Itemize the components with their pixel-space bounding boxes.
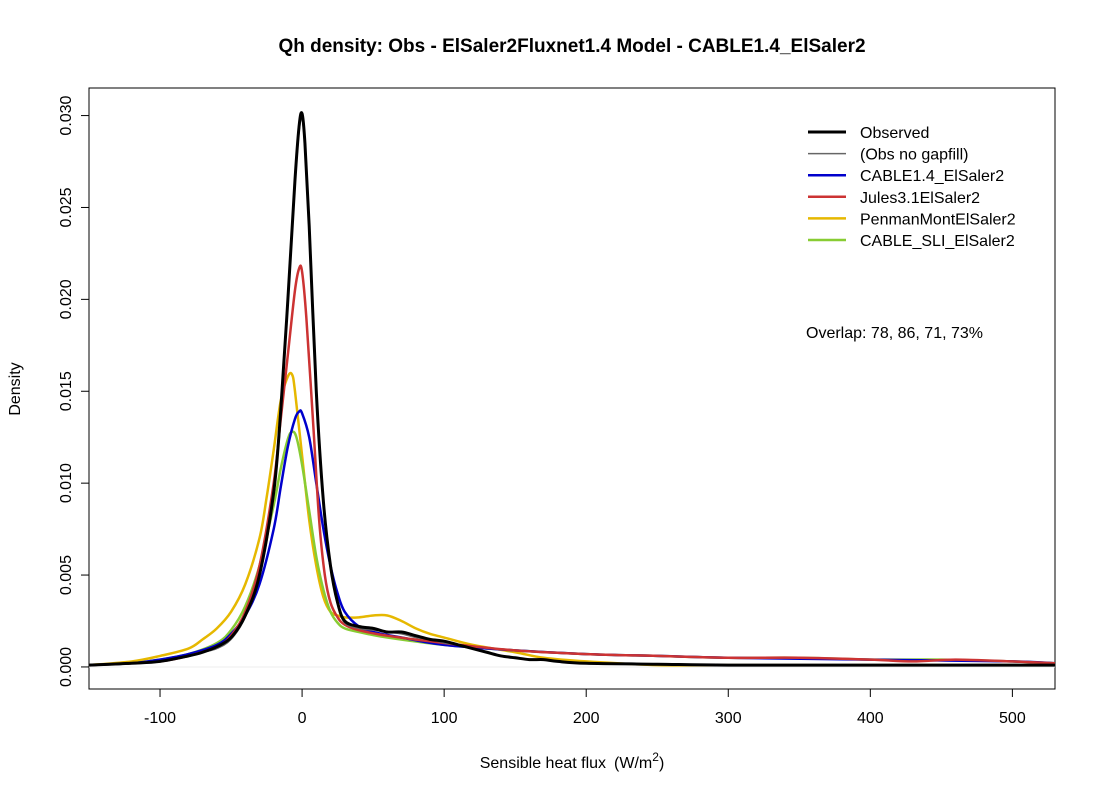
y-tick-label: 0.010 <box>58 463 75 503</box>
legend-label: Jules3.1ElSaler2 <box>860 190 980 207</box>
x-axis-title-main: Sensible heat flux <box>480 755 606 772</box>
x-tick-label: 100 <box>431 710 458 727</box>
x-tick-label: 200 <box>573 710 600 727</box>
x-tick-label: 300 <box>715 710 742 727</box>
x-axis: -100 0 100 200 300 400 500 <box>144 689 1026 727</box>
y-tick-label: 0.005 <box>58 555 75 595</box>
legend-label: PenmanMontElSaler2 <box>860 211 1016 228</box>
x-axis-unit-suffix: ) <box>659 755 664 772</box>
legend-label: (Obs no gapfill) <box>860 147 969 164</box>
legend-label: CABLE_SLI_ElSaler2 <box>860 233 1015 250</box>
series-group <box>89 111 1055 667</box>
legend: Observed (Obs no gapfill) CABLE1.4_ElSaler… <box>808 125 1016 250</box>
y-tick-label: 0.020 <box>58 279 75 319</box>
x-axis-unit-exponent: 2 <box>652 750 659 764</box>
x-tick-label: 0 <box>298 710 307 727</box>
x-tick-label: -100 <box>144 710 176 727</box>
y-tick-label: 0.025 <box>58 187 75 227</box>
y-tick-label: 0.000 <box>58 647 75 687</box>
plot-frame <box>88 87 1056 690</box>
legend-label: Observed <box>860 125 929 142</box>
chart-title: Qh density: Obs - ElSaler2Fluxnet1.4 Mod… <box>278 36 865 57</box>
y-tick-label: 0.030 <box>58 95 75 135</box>
series-line-4 <box>89 371 1055 667</box>
plot-area <box>89 111 1055 668</box>
y-axis-title: Density <box>7 362 24 415</box>
series-line-0 <box>89 111 1055 667</box>
legend-label: CABLE1.4_ElSaler2 <box>860 168 1004 185</box>
x-tick-label: 500 <box>999 710 1026 727</box>
x-axis-title: Sensible heat flux (W/m2) <box>480 750 665 772</box>
x-axis-unit-prefix: (W/m <box>614 755 652 772</box>
x-tick-label: 400 <box>857 710 884 727</box>
y-axis: 0.000 0.005 0.010 0.015 0.020 0.025 0.030 <box>58 95 89 687</box>
y-tick-label: 0.015 <box>58 371 75 411</box>
overlap-annotation: Overlap: 78, 86, 71, 73% <box>806 325 983 342</box>
